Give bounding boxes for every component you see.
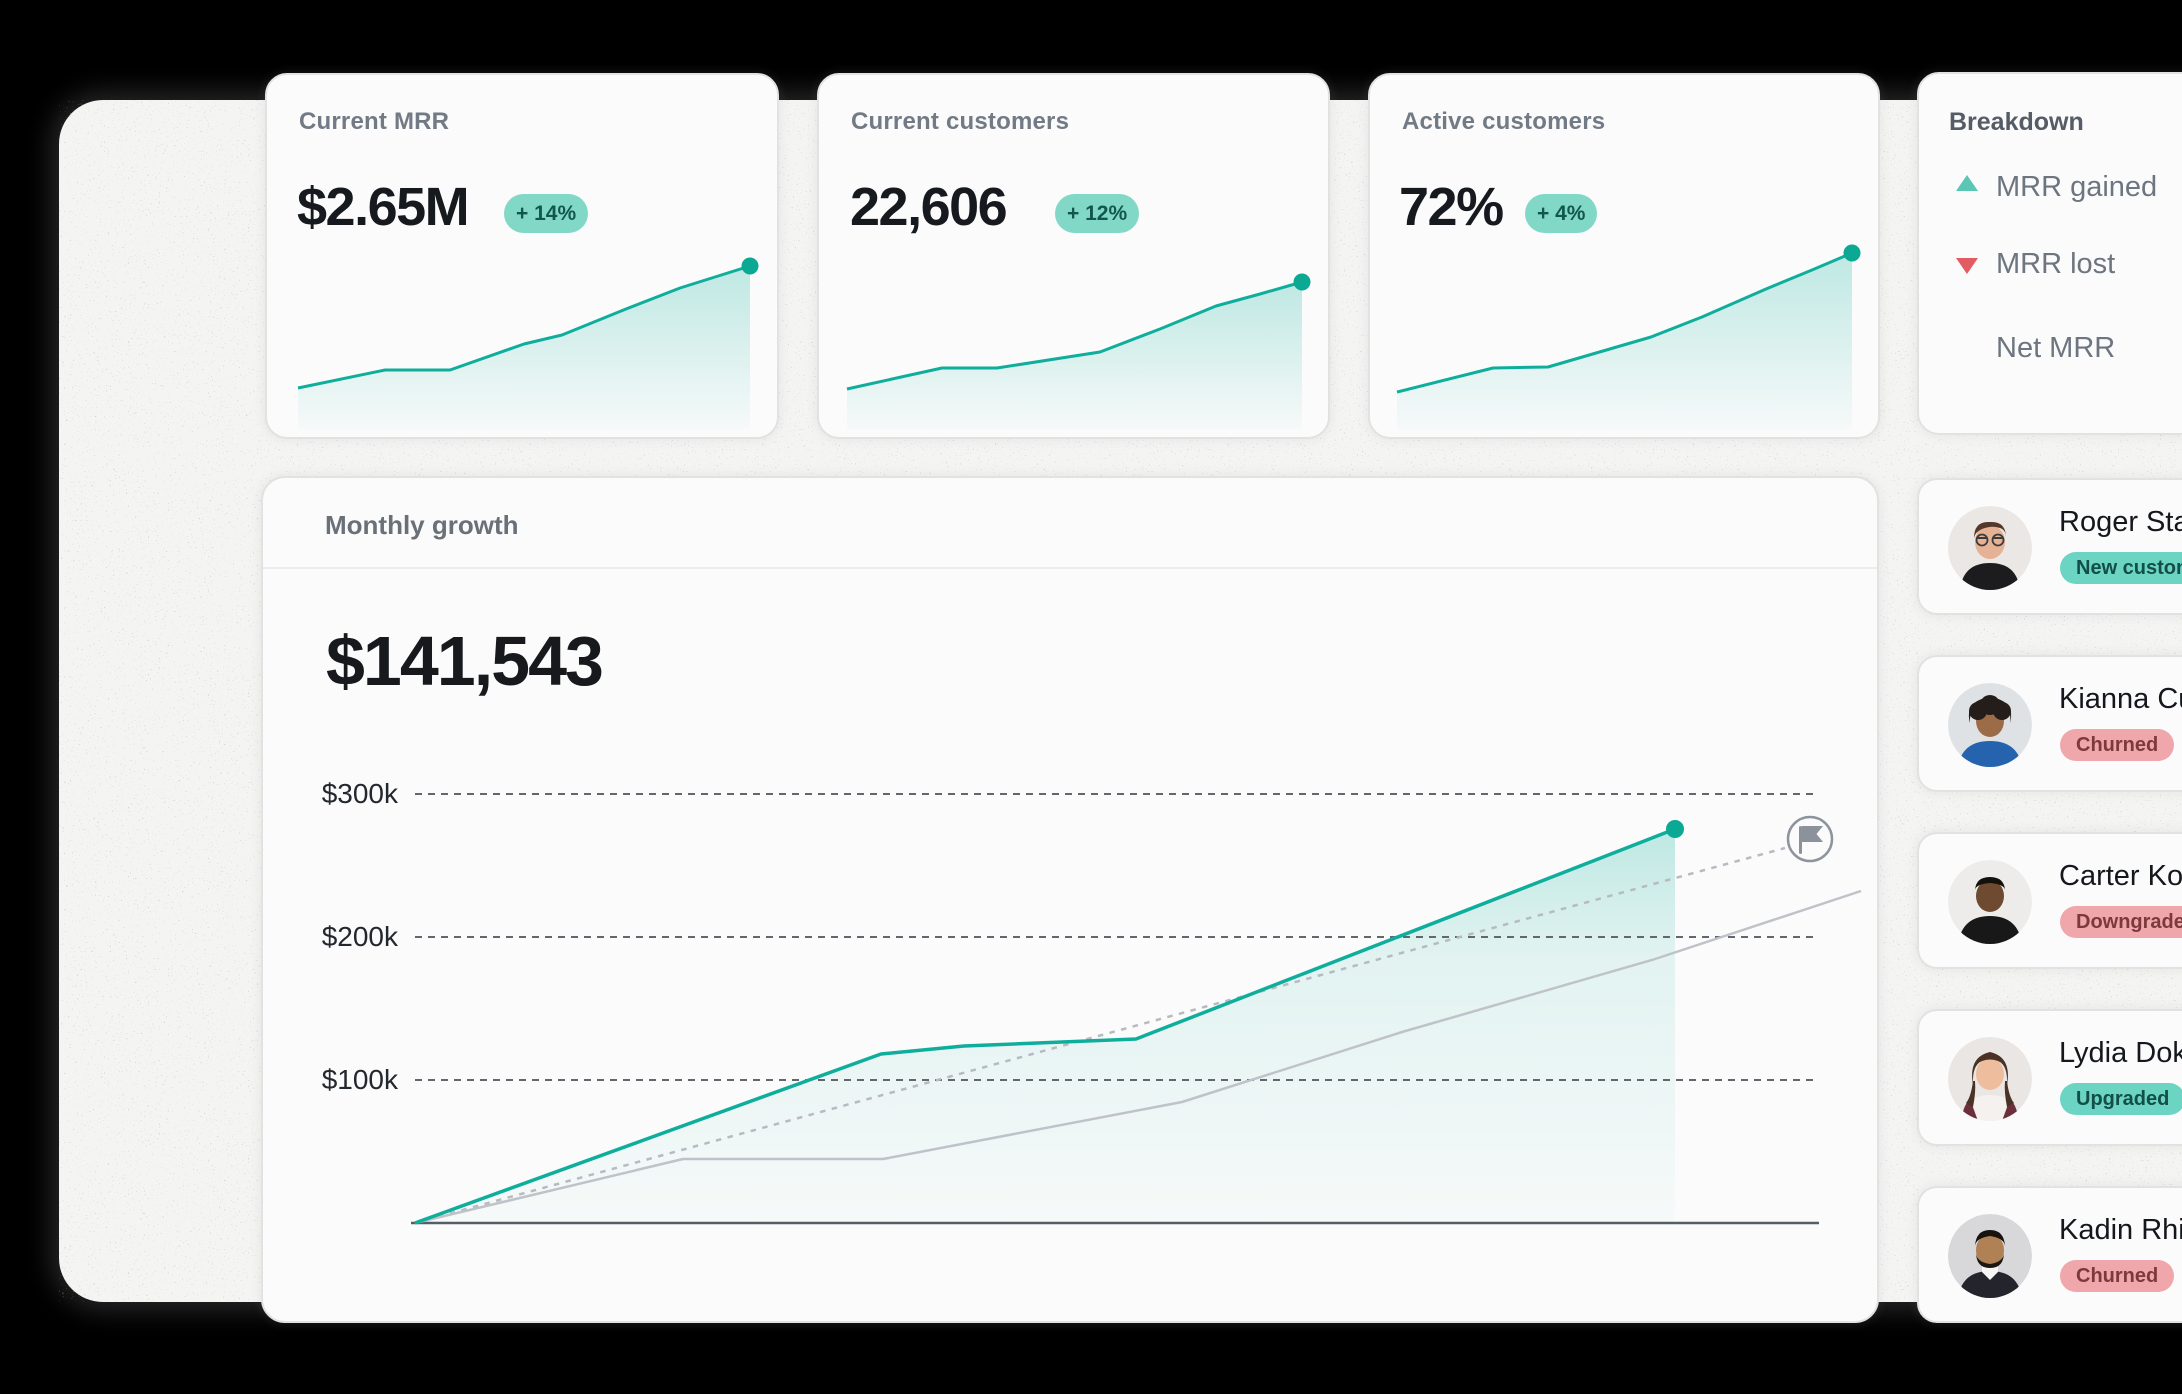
svg-text:$300k: $300k xyxy=(322,778,399,809)
svg-text:$200k: $200k xyxy=(322,921,399,952)
svg-text:$100k: $100k xyxy=(322,1064,399,1095)
